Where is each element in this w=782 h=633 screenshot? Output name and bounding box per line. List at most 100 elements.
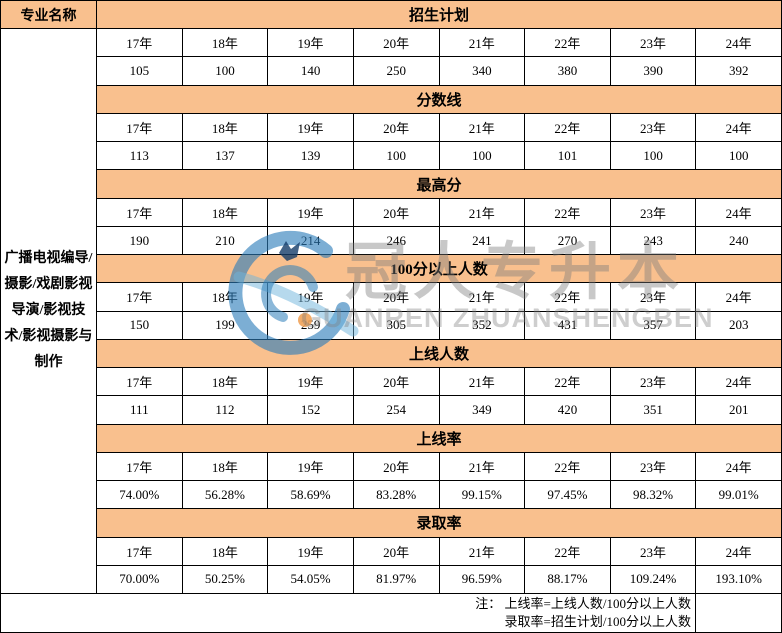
year-cell: 17年 <box>97 452 182 481</box>
year-cell: 20年 <box>353 537 439 565</box>
value-row-above-100: 150 199 259 305 352 431 357 203 <box>97 311 781 339</box>
year-cell: 19年 <box>268 113 353 142</box>
value-cell: 254 <box>353 396 439 424</box>
value-cell: 98.32% <box>610 481 696 509</box>
value-row-above-line-rate: 74.00% 56.28% 58.69% 83.28% 99.15% 97.45% 98.3… <box>97 481 781 509</box>
value-cell: 420 <box>525 396 610 424</box>
value-cell: 58.69% <box>268 481 353 509</box>
footnote-line-1: 注： 上线率=上线人数/100分以上人数 <box>475 596 691 611</box>
year-cell: 19年 <box>268 452 353 481</box>
value-cell: 109.24% <box>610 565 696 593</box>
year-cell: 17年 <box>97 283 182 311</box>
year-header-row: 17年 18年 19年 20年 21年 22年 23年 24年 <box>97 113 781 142</box>
year-cell: 18年 <box>182 283 268 311</box>
value-cell: 199 <box>182 311 268 339</box>
year-cell: 22年 <box>525 452 610 481</box>
value-cell: 100 <box>696 142 781 170</box>
year-cell: 18年 <box>182 113 268 142</box>
year-cell: 23年 <box>610 537 696 565</box>
value-cell: 56.28% <box>182 481 268 509</box>
year-cell: 23年 <box>610 113 696 142</box>
year-header-row: 17年 18年 19年 20年 21年 22年 23年 24年 <box>97 29 781 57</box>
year-cell: 17年 <box>97 537 182 565</box>
value-cell: 150 <box>97 311 182 339</box>
value-cell: 214 <box>268 226 353 255</box>
value-cell: 352 <box>439 311 525 339</box>
value-cell: 259 <box>268 311 353 339</box>
value-cell: 137 <box>182 142 268 170</box>
year-cell: 18年 <box>182 537 268 565</box>
section-title-highest-score: 最高分 <box>97 170 781 198</box>
year-cell: 24年 <box>696 283 781 311</box>
year-header-row: 17年 18年 19年 20年 21年 22年 23年 24年 <box>97 198 781 226</box>
year-cell: 22年 <box>525 198 610 226</box>
major-name-cell: 广播电视编导/摄影/戏剧影视导演/影视技术/影视摄影与制作 <box>1 29 96 593</box>
year-cell: 20年 <box>353 29 439 57</box>
major-name-header-cell: 专业名称 <box>1 1 96 28</box>
year-cell: 20年 <box>353 452 439 481</box>
year-cell: 22年 <box>525 283 610 311</box>
year-cell: 24年 <box>696 29 781 57</box>
value-cell: 241 <box>439 226 525 255</box>
year-cell: 24年 <box>696 198 781 226</box>
year-cell: 24年 <box>696 113 781 142</box>
year-cell: 21年 <box>439 537 525 565</box>
footnote-line-2: 录取率=招生计划/100分以上人数 <box>504 614 691 629</box>
value-cell: 81.97% <box>353 565 439 593</box>
value-cell: 100 <box>353 142 439 170</box>
year-cell: 23年 <box>610 452 696 481</box>
value-cell: 351 <box>610 396 696 424</box>
year-cell: 21年 <box>439 113 525 142</box>
year-cell: 19年 <box>268 368 353 396</box>
year-cell: 21年 <box>439 452 525 481</box>
value-cell: 111 <box>97 396 182 424</box>
value-cell: 243 <box>610 226 696 255</box>
value-cell: 380 <box>525 57 610 85</box>
year-cell: 21年 <box>439 29 525 57</box>
value-cell: 431 <box>525 311 610 339</box>
year-cell: 22年 <box>525 29 610 57</box>
value-cell: 201 <box>696 396 781 424</box>
value-cell: 246 <box>353 226 439 255</box>
value-cell: 240 <box>696 226 781 255</box>
value-cell: 54.05% <box>268 565 353 593</box>
year-cell: 17年 <box>97 113 182 142</box>
year-cell: 19年 <box>268 283 353 311</box>
value-cell: 113 <box>97 142 182 170</box>
value-cell: 357 <box>610 311 696 339</box>
year-cell: 18年 <box>182 368 268 396</box>
value-cell: 74.00% <box>97 481 182 509</box>
value-cell: 270 <box>525 226 610 255</box>
value-cell: 97.45% <box>525 481 610 509</box>
year-cell: 23年 <box>610 198 696 226</box>
year-cell: 21年 <box>439 198 525 226</box>
value-row-enrollment-plan: 105 100 140 250 340 380 390 392 <box>97 57 781 85</box>
data-grid: 招生计划 17年 18年 19年 20年 21年 22年 23年 24年 105 100 140 2… <box>97 1 781 593</box>
footnote-text: 注： 上线率=上线人数/100分以上人数 录取率=招生计划/100分以上人数 <box>1 594 695 632</box>
section-title-score-line: 分数线 <box>97 85 781 113</box>
year-cell: 18年 <box>182 29 268 57</box>
value-cell: 210 <box>182 226 268 255</box>
value-cell: 190 <box>97 226 182 255</box>
year-cell: 21年 <box>439 368 525 396</box>
value-cell: 101 <box>525 142 610 170</box>
year-cell: 19年 <box>268 198 353 226</box>
year-header-row: 17年 18年 19年 20年 21年 22年 23年 24年 <box>97 283 781 311</box>
value-cell: 88.17% <box>525 565 610 593</box>
year-header-row: 17年 18年 19年 20年 21年 22年 23年 24年 <box>97 368 781 396</box>
section-title-above-line-rate: 上线率 <box>97 424 781 452</box>
value-cell: 100 <box>610 142 696 170</box>
year-cell: 17年 <box>97 368 182 396</box>
value-cell: 390 <box>610 57 696 85</box>
value-row-admission-rate: 70.00% 50.25% 54.05% 81.97% 96.59% 88.17% 109.… <box>97 565 781 593</box>
value-cell: 96.59% <box>439 565 525 593</box>
year-cell: 23年 <box>610 368 696 396</box>
year-cell: 23年 <box>610 29 696 57</box>
value-cell: 340 <box>439 57 525 85</box>
value-cell: 305 <box>353 311 439 339</box>
value-row-highest-score: 190 210 214 246 241 270 243 240 <box>97 226 781 255</box>
year-cell: 19年 <box>268 537 353 565</box>
year-cell: 17年 <box>97 29 182 57</box>
